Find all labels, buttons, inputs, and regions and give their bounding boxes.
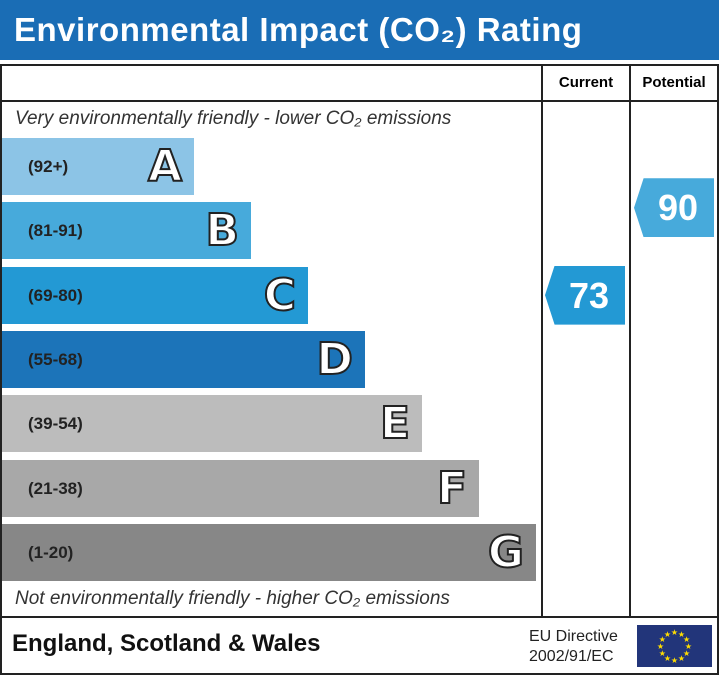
svg-text:★: ★ [671, 628, 678, 637]
svg-text:★: ★ [683, 635, 690, 644]
divider [0, 100, 719, 102]
band-e: (39-54) E [2, 395, 422, 453]
svg-text:★: ★ [671, 656, 678, 665]
band-range: (55-68) [28, 349, 83, 369]
band-letter: B [204, 204, 240, 257]
svg-text:★: ★ [678, 654, 685, 663]
band-c: (69-80) C [2, 266, 308, 324]
band-letter: F [436, 462, 468, 515]
divider [629, 64, 631, 618]
potential-rating-arrow: 90 [634, 178, 714, 238]
eu-flag-icon: ★★★★★★★★★ ★ ★★ [637, 625, 712, 667]
svg-text:★: ★ [678, 630, 685, 639]
band-f: (21-38) F [2, 459, 479, 517]
band-letter: A [147, 140, 183, 193]
divider [0, 616, 719, 618]
directive-line1: EU Directive [529, 628, 618, 645]
svg-text:★: ★ [683, 649, 690, 658]
divider [541, 64, 543, 618]
band-letter: D [315, 333, 354, 386]
svg-text:★: ★ [659, 649, 666, 658]
bottom-note: Not environmentally friendly - higher CO… [15, 588, 450, 609]
chart-frame [0, 64, 719, 675]
svg-text:★: ★ [685, 642, 692, 651]
title: Environmental Impact (CO₂) Rating [0, 0, 719, 60]
svg-text:★: ★ [657, 642, 664, 651]
band-g: (1-20) G [2, 523, 536, 581]
svg-text:★: ★ [664, 654, 671, 663]
band-a: (92+) A [2, 138, 194, 195]
band-letter: G [487, 526, 525, 579]
column-potential: Potential [642, 74, 706, 91]
svg-text:★: ★ [659, 635, 666, 644]
band-letter: E [379, 397, 411, 450]
eu-directive: EU Directive 2002/91/EC [529, 627, 618, 667]
footer-region: England, Scotland & Wales [12, 630, 321, 657]
top-note: Very environmentally friendly - lower CO… [15, 108, 452, 129]
band-b: (81-91) B [2, 202, 251, 260]
svg-text:★: ★ [664, 630, 671, 639]
band-range: (81-91) [28, 221, 83, 241]
current-rating-arrow: 73 [545, 265, 625, 325]
band-range: (21-38) [28, 478, 83, 498]
directive-line2: 2002/91/EC [529, 648, 614, 665]
band-letter: C [263, 269, 297, 322]
band-range: (39-54) [28, 414, 83, 434]
band-range: (92+) [28, 157, 69, 176]
current-value: 73 [568, 274, 610, 316]
band-range: (69-80) [28, 285, 83, 305]
column-current: Current [558, 74, 614, 91]
band-range: (1-20) [28, 542, 74, 562]
band-d: (55-68) D [2, 330, 365, 388]
potential-value: 90 [657, 187, 699, 229]
